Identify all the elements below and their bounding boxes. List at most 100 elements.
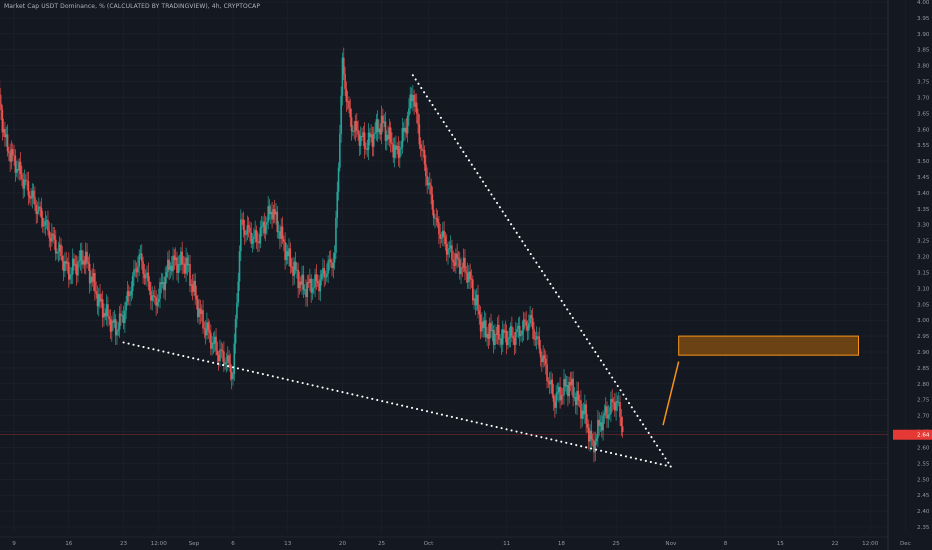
y-tick-label: 2.60 xyxy=(917,445,930,451)
candle-body xyxy=(1,109,4,133)
candle-body xyxy=(253,236,255,240)
candle-body xyxy=(52,233,54,236)
candle-body xyxy=(10,149,13,162)
candle-body xyxy=(409,94,412,109)
candle-body xyxy=(217,355,220,362)
candle-body xyxy=(422,149,425,151)
candle-body xyxy=(604,406,607,414)
candle-body xyxy=(478,310,481,315)
candle-body xyxy=(262,221,264,227)
candle-body xyxy=(208,330,211,333)
x-tick-label: Oct xyxy=(424,541,434,547)
candle-body xyxy=(199,308,202,314)
y-tick-label: 2.40 xyxy=(917,509,930,515)
candle-body xyxy=(499,338,501,340)
candle-body xyxy=(326,273,328,277)
candle-body xyxy=(305,289,307,298)
candle-body xyxy=(327,261,329,274)
candle-body xyxy=(462,257,465,268)
x-tick-label: 9 xyxy=(12,541,16,547)
candle-body xyxy=(569,381,572,386)
candle-body xyxy=(521,330,524,335)
candle-body xyxy=(501,329,504,345)
candle-body xyxy=(332,262,335,269)
candle-body xyxy=(485,320,487,338)
candle-body xyxy=(190,284,193,286)
candle-body xyxy=(483,320,486,329)
candle-body xyxy=(210,332,212,349)
candle-body xyxy=(281,226,284,240)
candle-body xyxy=(597,419,599,439)
candle-body xyxy=(172,255,174,272)
candle-body xyxy=(243,229,246,235)
candle-body xyxy=(541,357,543,363)
candle-body xyxy=(121,315,124,317)
candle-body xyxy=(361,136,363,138)
candle-body xyxy=(256,241,259,243)
candle-body xyxy=(508,337,511,339)
candle-body xyxy=(81,250,83,265)
candle-body xyxy=(445,243,448,255)
candle-body xyxy=(180,251,182,266)
candle-body xyxy=(49,238,52,242)
candle-body xyxy=(280,226,283,239)
candle-body xyxy=(301,274,303,285)
candle-body xyxy=(254,230,256,237)
y-tick-label: 3.75 xyxy=(917,80,930,86)
candle-body xyxy=(43,225,45,227)
candle-body xyxy=(35,204,38,214)
candle-body xyxy=(524,319,526,322)
candle-body xyxy=(307,282,310,283)
candle-body xyxy=(388,127,391,140)
y-tick-label: 3.55 xyxy=(917,143,930,149)
candle-body xyxy=(387,135,389,140)
candle-body xyxy=(78,260,81,262)
candle-body xyxy=(68,262,70,280)
candle-body xyxy=(404,127,406,132)
candle-body xyxy=(430,185,432,195)
y-tick-label: 3.80 xyxy=(917,64,930,70)
candle-body xyxy=(168,259,170,270)
candle-body xyxy=(370,134,372,138)
candle-body xyxy=(336,191,339,218)
candle-body xyxy=(19,161,22,174)
candle-body xyxy=(6,134,9,152)
candle-body xyxy=(187,264,190,266)
candle-body xyxy=(92,272,95,282)
candle-body xyxy=(245,234,247,236)
candle-body xyxy=(65,261,67,264)
y-tick-label: 3.95 xyxy=(917,16,930,22)
candle-body xyxy=(590,430,593,440)
candle-body xyxy=(509,326,512,338)
candle-body xyxy=(537,336,539,338)
candle-body xyxy=(285,251,288,260)
y-tick-label: 3.50 xyxy=(917,159,930,165)
candle-body xyxy=(237,281,240,303)
candle-body xyxy=(113,319,116,323)
candle-body xyxy=(296,269,298,271)
candle-body xyxy=(444,236,447,244)
candle-body xyxy=(277,231,280,233)
candle-body xyxy=(45,219,48,221)
candle-body xyxy=(442,230,444,238)
candle-body xyxy=(36,210,39,214)
candle-body xyxy=(451,245,453,260)
candle-body xyxy=(395,145,397,150)
candle-body xyxy=(294,261,297,270)
candle-body xyxy=(465,271,468,273)
x-axis: 9 16 23 12:00 Sep 6 13 20 25 Oct 11 18 25 Nov 8 15 22 12:… xyxy=(0,536,911,547)
candle-body xyxy=(54,239,57,254)
candle-body xyxy=(344,73,346,89)
candle-body xyxy=(505,330,508,346)
candle-body xyxy=(197,299,199,318)
candle-body xyxy=(488,322,491,339)
candle-body xyxy=(357,130,359,135)
candle-body xyxy=(129,295,131,297)
candle-body xyxy=(198,308,200,318)
candle-body xyxy=(74,264,77,266)
candle-body xyxy=(375,119,378,133)
candle-body xyxy=(366,148,369,150)
candle-body xyxy=(273,209,276,215)
candle-body xyxy=(574,396,577,406)
